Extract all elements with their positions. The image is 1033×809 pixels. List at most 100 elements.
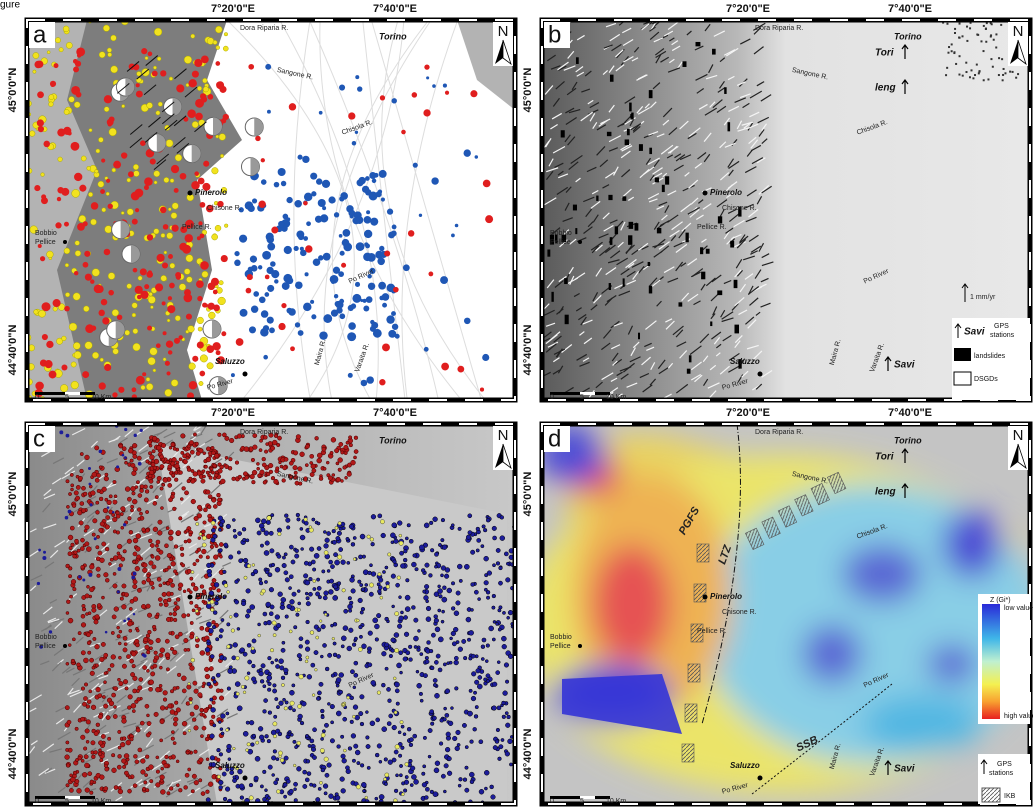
- ridge: [45, 767, 53, 773]
- ridge: [702, 203, 712, 210]
- dot: [280, 675, 286, 680]
- ridge: [687, 132, 697, 140]
- heat-blob: [927, 644, 977, 684]
- ridge: [579, 361, 590, 367]
- ridge: [649, 26, 656, 32]
- dot: [278, 322, 286, 331]
- ridge: [569, 275, 575, 285]
- dot: [122, 679, 129, 685]
- dot: [473, 714, 479, 719]
- dot: [292, 465, 298, 471]
- legend-label: high values: [1004, 713, 1033, 720]
- dot: [350, 303, 357, 309]
- dot: [309, 738, 315, 744]
- ridge: [137, 478, 145, 487]
- ridge: [180, 495, 191, 505]
- dot: [83, 491, 88, 497]
- dot: [195, 522, 200, 526]
- dot: [218, 779, 224, 786]
- dot: [471, 671, 477, 677]
- dot: [321, 729, 326, 734]
- dot: [102, 507, 109, 514]
- north-arrow: [495, 444, 503, 468]
- panel-label: d: [548, 425, 561, 452]
- dot: [103, 671, 108, 676]
- dot: [468, 656, 473, 661]
- dot: [255, 740, 260, 745]
- dot: [465, 534, 472, 540]
- dot: [205, 489, 211, 495]
- dot: [199, 370, 206, 377]
- dot: [282, 782, 288, 788]
- dot: [225, 728, 229, 732]
- landslide: [575, 228, 578, 235]
- dot: [189, 576, 194, 581]
- dot: [148, 538, 153, 544]
- dot: [81, 607, 87, 612]
- label-box: [544, 426, 570, 452]
- ridge: [662, 172, 668, 178]
- ridge: [544, 85, 554, 95]
- dot: [185, 750, 190, 755]
- dot: [185, 313, 192, 320]
- dot: [341, 758, 347, 764]
- dot: [332, 266, 341, 274]
- dot: [173, 617, 178, 623]
- ridge: [43, 488, 52, 497]
- dot: [135, 642, 140, 648]
- dot: [326, 569, 331, 573]
- dot: [477, 597, 481, 601]
- dot: [95, 566, 101, 572]
- ridge: [647, 157, 660, 165]
- dot: [65, 662, 70, 666]
- urban: [948, 46, 951, 49]
- dot: [376, 690, 381, 695]
- dot: [216, 774, 222, 779]
- ridge: [543, 371, 551, 377]
- dot: [210, 707, 216, 713]
- ridge: [724, 142, 736, 148]
- dot: [196, 513, 202, 519]
- ridge: [739, 283, 747, 293]
- dot: [434, 760, 441, 766]
- landslide: [700, 247, 704, 255]
- dot: [400, 610, 404, 615]
- dot: [366, 534, 371, 539]
- dot: [77, 631, 82, 636]
- dot: [304, 463, 309, 468]
- dot: [414, 567, 419, 572]
- dot: [319, 331, 328, 340]
- ridge: [105, 483, 117, 490]
- dot: [85, 739, 90, 744]
- dot: [269, 604, 275, 610]
- dot: [352, 685, 357, 690]
- dot: [218, 548, 223, 553]
- dot: [477, 683, 483, 690]
- dot: [201, 684, 206, 689]
- dot: [135, 83, 140, 88]
- dot: [190, 789, 195, 794]
- gps-arrow: [961, 283, 969, 302]
- dot: [454, 223, 459, 228]
- ridge: [592, 121, 598, 130]
- dot: [322, 595, 328, 601]
- dot: [400, 563, 406, 569]
- dot: [121, 604, 127, 610]
- dot: [222, 45, 229, 52]
- dot: [74, 172, 83, 182]
- dot: [333, 584, 338, 590]
- ridge: [579, 331, 585, 336]
- place-label: Chisone R.: [207, 205, 242, 212]
- ridge: [761, 123, 768, 132]
- dot: [70, 381, 79, 390]
- dot: [388, 231, 395, 239]
- ridge: [630, 347, 636, 357]
- dot: [98, 51, 106, 59]
- dot: [64, 221, 69, 227]
- ridge: [30, 574, 43, 581]
- ridge: [140, 744, 155, 753]
- dot: [283, 706, 288, 711]
- dot: [242, 537, 247, 542]
- dot: [209, 654, 215, 659]
- dot: [67, 643, 72, 647]
